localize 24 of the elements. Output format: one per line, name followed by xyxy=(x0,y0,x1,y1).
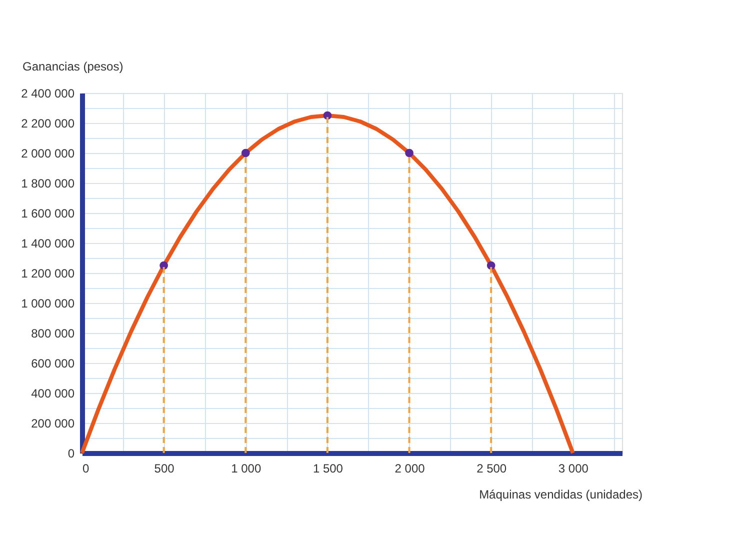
x-tick-label: 500 xyxy=(154,462,175,476)
point xyxy=(405,148,414,158)
x-tick-label: 1 500 xyxy=(312,462,344,476)
x-tick-label: 0 xyxy=(82,462,90,476)
y-tick-label: 2 400 000 xyxy=(21,86,75,100)
x-tick-label: 3 000 xyxy=(558,462,589,476)
point xyxy=(241,148,250,158)
y-tick-label: 200 000 xyxy=(31,416,75,430)
y-tick-label: 1 600 000 xyxy=(21,206,75,220)
x-tick-label: 2 500 xyxy=(476,462,507,476)
y-tick-label: 1 200 000 xyxy=(21,266,75,280)
y-tick-label: 600 000 xyxy=(31,356,75,370)
y-tick-label: 0 xyxy=(68,446,75,460)
x-tick-label: 1 000 xyxy=(231,462,262,476)
y-tick-label: 2 200 000 xyxy=(21,116,75,130)
x-axis-title: Máquinas vendidas (unidades) xyxy=(479,488,642,502)
y-tick-label: 400 000 xyxy=(31,386,75,400)
y-axis-title: Ganancias (pesos) xyxy=(22,60,124,74)
x-tick-label: 2 000 xyxy=(394,462,426,476)
y-tick-label: 800 000 xyxy=(31,326,75,340)
y-tick-label: 2 000 000 xyxy=(21,146,75,160)
y-tick-label: 1 400 000 xyxy=(21,236,75,250)
y-tick-label: 1 000 000 xyxy=(21,296,75,310)
y-tick-label: 1 800 000 xyxy=(21,176,75,190)
